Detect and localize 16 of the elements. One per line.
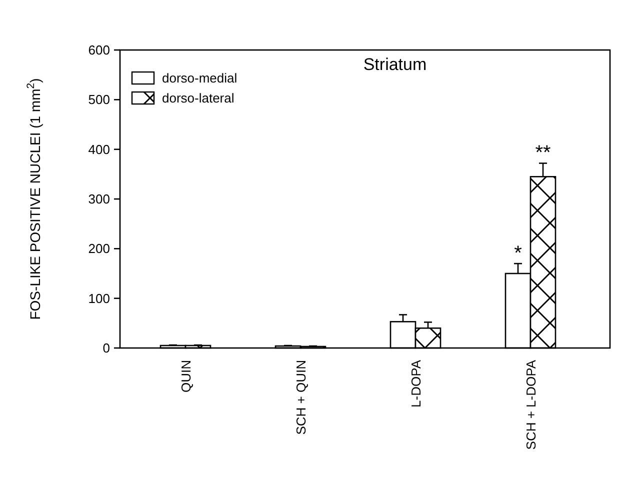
annotation: * [514, 242, 522, 265]
y-tick-label: 500 [88, 92, 110, 108]
y-tick-label: 600 [88, 42, 110, 58]
y-tick-label: 200 [88, 241, 110, 256]
y-tick-label: 400 [88, 142, 110, 157]
chart-title: Striatum [363, 55, 427, 74]
x-tick-label: SCH + QUIN [294, 360, 308, 435]
annotation: ** [535, 142, 551, 164]
legend-label: dorso-medial [162, 70, 238, 86]
y-tick-label: 100 [88, 290, 110, 306]
x-tick-label: SCH + L-DOPA [524, 360, 538, 450]
x-tick-label: L-DOPA [408, 360, 424, 408]
y-tick-label: 0 [102, 340, 110, 356]
y-tick-label: 300 [88, 192, 110, 207]
x-tick-label: QUIN [178, 360, 194, 392]
legend-label: dorso-lateral [162, 90, 234, 106]
